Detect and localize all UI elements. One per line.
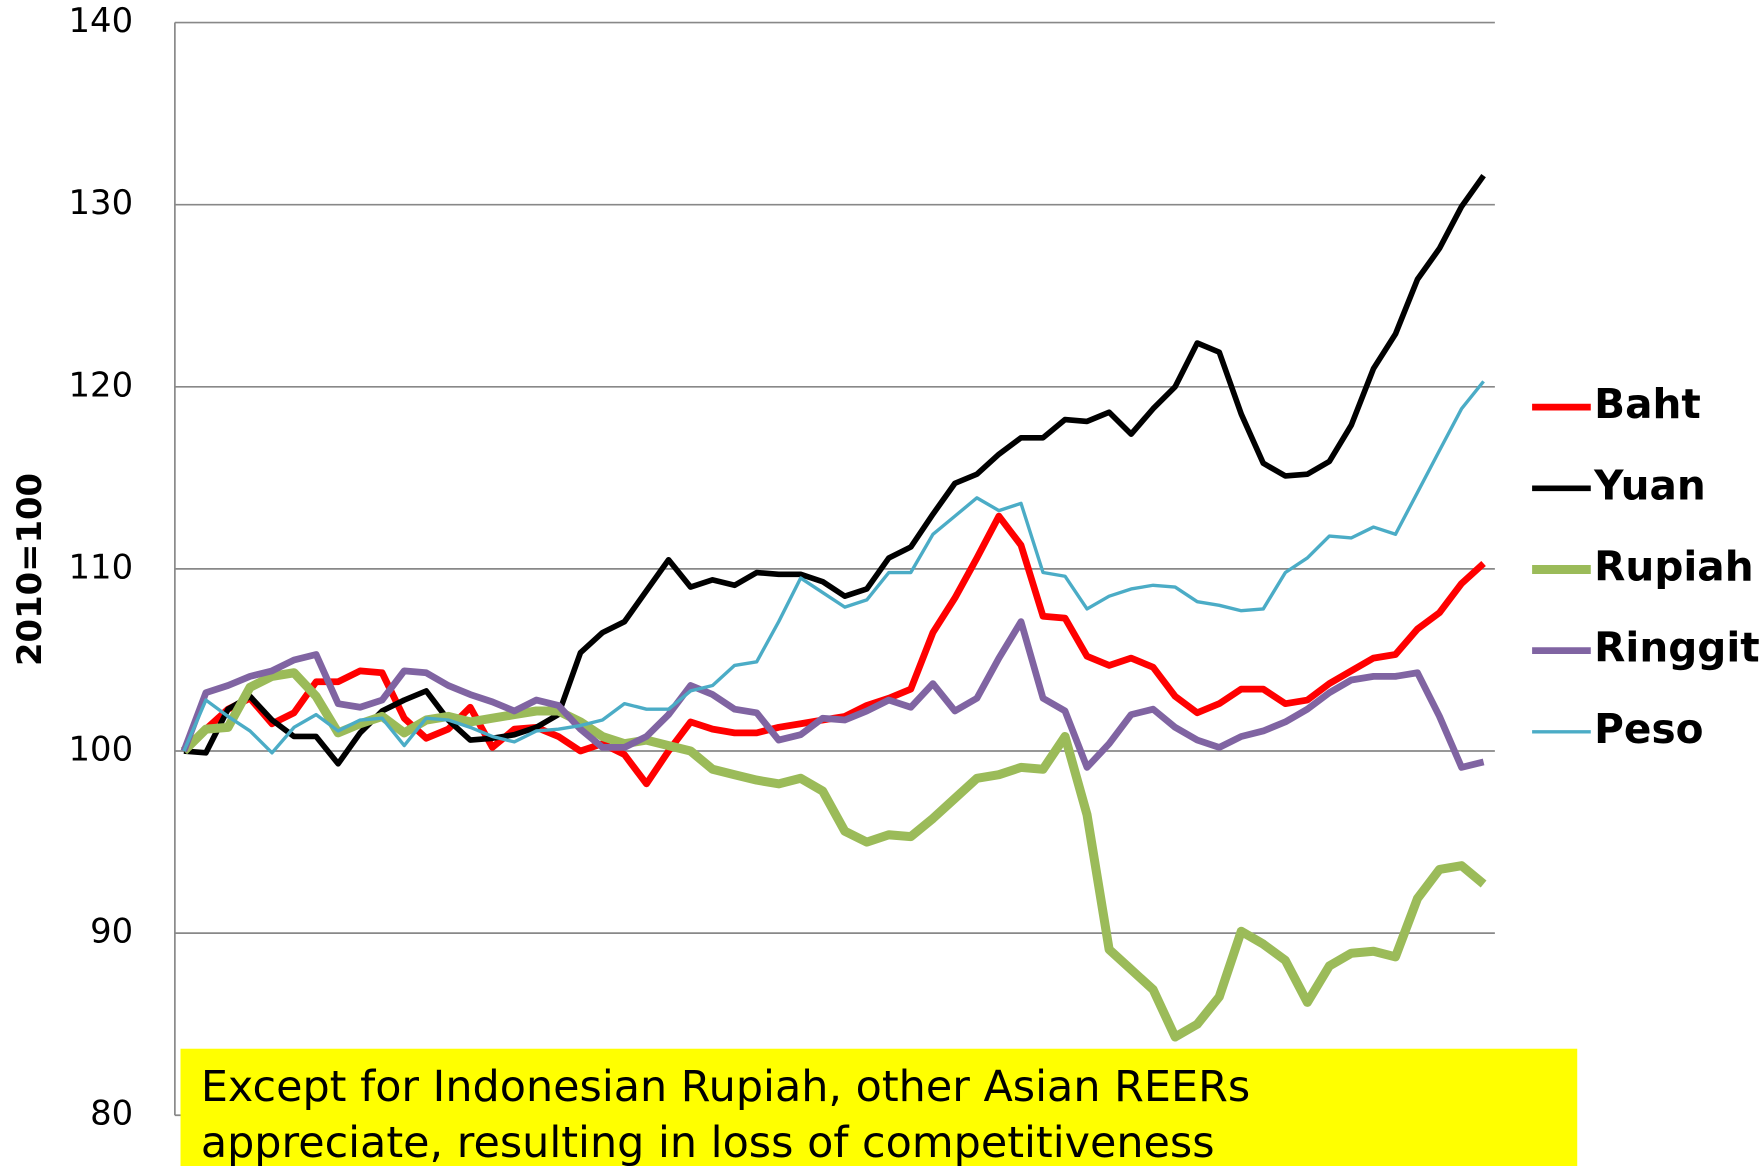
y-tick-label: 130 <box>69 183 134 222</box>
legend-label: Baht <box>1594 380 1701 428</box>
y-tick-label: 110 <box>69 547 134 586</box>
y-axis-label: 2010=100 <box>10 473 49 666</box>
series-line <box>180 618 1485 771</box>
y-tick-label: 140 <box>69 1 134 40</box>
annotation-box <box>180 1048 1578 1166</box>
legend-label: Yuan <box>1593 461 1706 509</box>
series-line <box>182 380 1485 755</box>
legend-label: Rupiah <box>1594 542 1753 590</box>
legend-label: Peso <box>1594 705 1703 753</box>
y-tick-label: 100 <box>69 730 134 769</box>
series-line <box>180 668 1487 1042</box>
y-tick-label: 80 <box>90 1094 133 1133</box>
y-tick-label: 120 <box>69 365 134 404</box>
annotation-text: Except for Indonesian Rupiah, other Asia… <box>201 1062 1250 1112</box>
y-tick-label: 90 <box>90 912 133 951</box>
legend-label: Ringgit <box>1594 624 1760 672</box>
series-line <box>183 173 1486 767</box>
annotation-text: appreciate, resulting in loss of competi… <box>201 1118 1215 1166</box>
series-line <box>181 512 1486 788</box>
